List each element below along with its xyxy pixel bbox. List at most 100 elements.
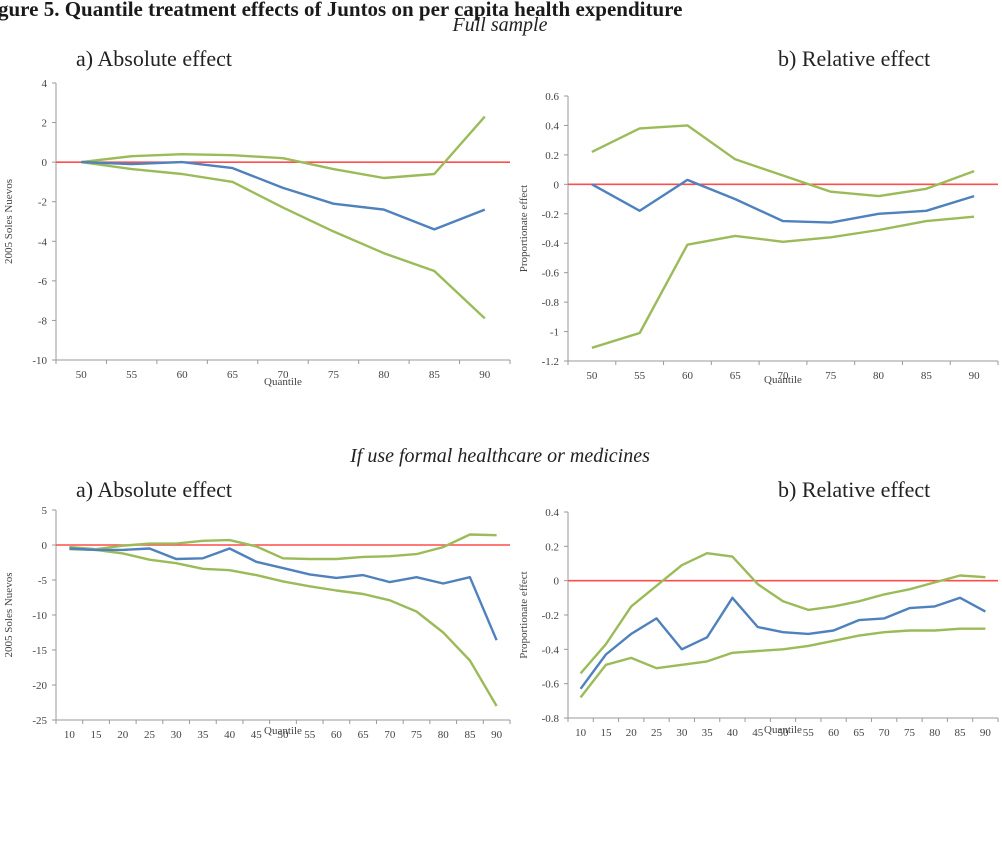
y-tick-label: -0.4: [542, 238, 560, 250]
x-tick-label: 85: [955, 727, 967, 739]
panel-label-bottom-right: b) Relative effect: [778, 477, 930, 502]
y-axis-title: 2005 Soles Nuevos: [3, 179, 15, 264]
y-tick-label: 0.4: [545, 120, 559, 132]
estimate-line: [81, 160, 486, 231]
x-tick-label: 15: [91, 729, 103, 741]
x-tick-label: 50: [278, 729, 290, 741]
y-tick-label: -5: [38, 575, 48, 587]
y-tick-label: 4: [42, 78, 48, 90]
ci-lower-line: [81, 160, 486, 320]
estimate-line: [591, 178, 975, 224]
y-tick-label: -2: [38, 197, 47, 209]
x-tick-label: 55: [634, 370, 646, 382]
y-tick-label: 0: [554, 576, 560, 588]
y-tick-label: -0.2: [542, 610, 559, 622]
x-tick-label: 90: [479, 369, 491, 381]
x-tick-label: 20: [626, 727, 638, 739]
panel-label-bottom-left: a) Absolute effect: [76, 477, 232, 502]
y-tick-label: 0.4: [545, 507, 559, 519]
estimate-line: [579, 596, 986, 690]
x-tick-label: 75: [904, 727, 916, 739]
x-tick-label: 85: [921, 370, 933, 382]
x-tick-label: 75: [825, 370, 837, 382]
section-title-full-sample: Full sample: [452, 14, 548, 36]
panel-label-top-left: a) Absolute effect: [76, 46, 232, 71]
x-tick-label: 30: [676, 727, 688, 739]
x-tick-label: 70: [278, 369, 290, 381]
x-tick-label: 90: [980, 727, 992, 739]
ci-lower-line: [69, 548, 498, 707]
x-tick-label: 75: [411, 729, 423, 741]
x-tick-label: 85: [429, 369, 441, 381]
x-tick-label: 55: [803, 727, 815, 739]
x-tick-label: 70: [778, 370, 790, 382]
x-tick-label: 80: [438, 729, 450, 741]
chart-absolute-effect-full-sample: -10 -8 -6 -4 -2 0 2 4 50 55 60 65 70 75 80 85 90 Quantile…: [3, 78, 511, 388]
y-tick-label: -6: [38, 276, 48, 288]
x-tick-label: 85: [464, 729, 476, 741]
x-axis-title: Quantile: [264, 376, 302, 388]
x-tick-label: 75: [328, 369, 340, 381]
y-tick-label: 0.6: [545, 91, 559, 103]
x-tick-label: 10: [575, 727, 587, 739]
x-tick-label: 60: [331, 729, 343, 741]
ci-upper-line: [81, 115, 486, 180]
x-tick-label: 80: [873, 370, 885, 382]
y-tick-label: -1: [550, 327, 559, 339]
estimate-line: [69, 547, 498, 641]
chart-relative-effect-formal-healthcare: -0.8 -0.6 -0.4 -0.2 0 0.2 0.4 10 15 20 25 30 35 40 45 5…: [518, 507, 999, 739]
x-tick-label: 50: [586, 370, 598, 382]
y-tick-label: 2: [42, 118, 48, 130]
x-tick-label: 25: [144, 729, 156, 741]
chart-absolute-effect-formal-healthcare: -25 -20 -15 -10 -5 0 5 10 15 20 25 30 35 40 45 50 55 60 65…: [3, 505, 511, 741]
x-tick-label: 25: [651, 727, 663, 739]
y-tick-label: -10: [32, 610, 47, 622]
section-title-formal-healthcare: If use formal healthcare or medicines: [349, 445, 650, 467]
y-tick-label: -0.4: [542, 644, 560, 656]
y-axis-title: 2005 Soles Nuevos: [3, 573, 15, 658]
x-tick-label: 70: [384, 729, 396, 741]
y-tick-label: 0.2: [545, 150, 559, 162]
y-tick-label: 0: [554, 179, 560, 191]
ci-upper-line: [579, 552, 986, 675]
x-tick-label: 65: [358, 729, 370, 741]
y-tick-label: -25: [32, 715, 47, 727]
y-tick-label: -15: [32, 645, 47, 657]
y-tick-label: -20: [32, 680, 47, 692]
x-tick-label: 50: [778, 727, 790, 739]
ci-upper-line: [591, 124, 975, 198]
x-axis-title: Quantile: [764, 374, 802, 386]
y-tick-label: 0.2: [545, 541, 559, 553]
x-tick-label: 45: [752, 727, 764, 739]
x-tick-label: 70: [879, 727, 891, 739]
x-tick-label: 60: [177, 369, 189, 381]
y-tick-label: 0: [42, 540, 48, 552]
y-tick-label: -10: [32, 355, 47, 367]
x-tick-label: 30: [171, 729, 183, 741]
x-tick-label: 50: [76, 369, 88, 381]
x-axis-title: Quantile: [264, 725, 302, 737]
y-tick-label: 0: [42, 157, 48, 169]
panel-label-top-right: b) Relative effect: [778, 46, 930, 71]
x-tick-label: 55: [126, 369, 138, 381]
chart-relative-effect-full-sample: -1.2 -1 -0.8 -0.6 -0.4 -0.2 0 0.2 0.4 0.6 50 55 60 65…: [518, 91, 999, 386]
x-tick-label: 40: [727, 727, 739, 739]
y-axis-title: Proportionate effect: [518, 571, 530, 658]
x-tick-label: 35: [197, 729, 209, 741]
y-tick-label: -8: [38, 315, 48, 327]
x-tick-label: 15: [600, 727, 612, 739]
x-tick-label: 90: [969, 370, 981, 382]
ci-lower-line: [591, 215, 975, 349]
x-tick-label: 40: [224, 729, 236, 741]
figure-title: gure 5. Quantile treatment effects of Ju…: [0, 0, 682, 21]
x-tick-label: 60: [828, 727, 840, 739]
x-tick-label: 35: [702, 727, 714, 739]
x-axis-title: Quantile: [764, 724, 802, 736]
x-tick-label: 60: [682, 370, 694, 382]
y-tick-label: -1.2: [542, 356, 559, 368]
y-axis-title: Proportionate effect: [518, 185, 530, 272]
x-tick-label: 80: [378, 369, 390, 381]
y-tick-label: -0.8: [542, 713, 560, 725]
ci-lower-line: [579, 627, 986, 699]
